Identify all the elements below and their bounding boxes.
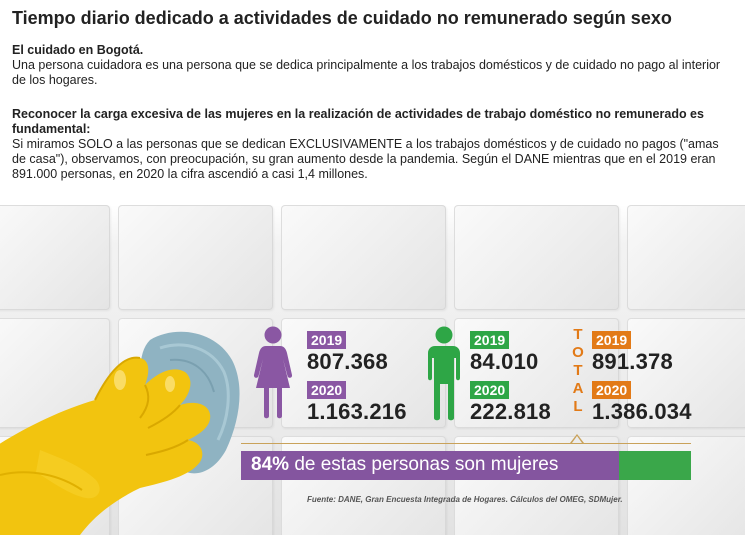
- source-note: Fuente: DANE, Gran Encuesta Integrada de…: [307, 495, 623, 504]
- male-person-icon: [428, 326, 460, 421]
- men-2019-value: 84.010: [470, 349, 539, 374]
- banner-percent: 84%: [251, 454, 290, 475]
- total-label-letter: T: [573, 326, 583, 343]
- yellow-glove-icon: [0, 331, 240, 535]
- section-burden-heading: Reconocer la carga excesiva de las mujer…: [12, 107, 704, 136]
- women-year-2019-badge: 2019: [307, 331, 347, 349]
- banner-caption: de estas personas son mujeres: [294, 454, 559, 475]
- total-label-letter: L: [573, 398, 583, 415]
- percent-women-banner: 84% de estas personas son mujeres: [241, 451, 691, 480]
- women-2020-value: 1.163.216: [307, 399, 407, 424]
- percent-women-bar: [241, 451, 619, 480]
- banner-text: 84% de estas personas son mujeres: [251, 454, 558, 476]
- female-person-icon: [253, 326, 293, 419]
- section-burden-body: Si miramos SOLO a las personas que se de…: [12, 137, 719, 181]
- total-label-letter: A: [572, 380, 584, 397]
- total-2020-value: 1.386.034: [592, 399, 692, 424]
- total-label-letter: O: [572, 344, 584, 361]
- section-care-heading: El cuidado en Bogotá.: [12, 43, 144, 57]
- banner-divider: [241, 443, 691, 444]
- men-year-2019-badge: 2019: [470, 331, 510, 349]
- women-2019-value: 807.368: [307, 349, 388, 374]
- page-title: Tiempo diario dedicado a actividades de …: [12, 8, 672, 28]
- total-2019-value: 891.378: [592, 349, 673, 374]
- men-year-2020-badge: 2020: [470, 381, 510, 399]
- total-year-2019-badge: 2019: [592, 331, 632, 349]
- section-care-body: Una persona cuidadora es una persona que…: [12, 58, 721, 87]
- men-2020-value: 222.818: [470, 399, 551, 424]
- total-label-letter: T: [573, 362, 583, 379]
- women-year-2020-badge: 2020: [307, 381, 347, 399]
- total-year-2020-badge: 2020: [592, 381, 632, 399]
